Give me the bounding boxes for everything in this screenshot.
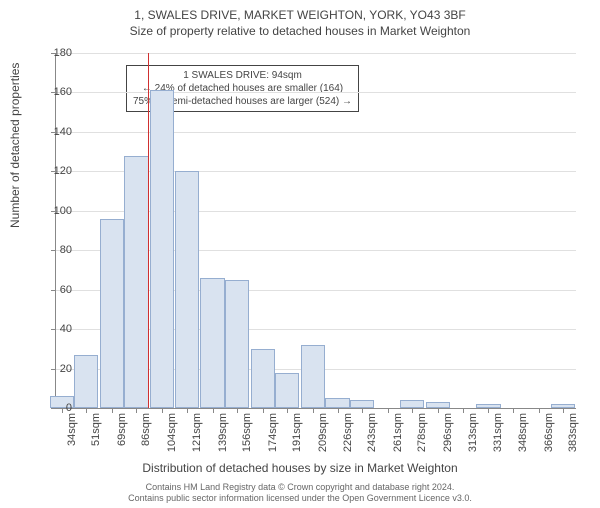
xtick-label: 191sqm — [291, 413, 303, 452]
ytick-label: 0 — [42, 402, 72, 414]
gridline — [56, 53, 576, 54]
xtick-label: 104sqm — [166, 413, 178, 452]
title-main: 1, SWALES DRIVE, MARKET WEIGHTON, YORK, … — [0, 8, 600, 22]
histogram-bar — [100, 219, 124, 408]
gridline — [56, 92, 576, 93]
y-axis-label: Number of detached properties — [8, 63, 22, 228]
xtick-mark — [263, 408, 264, 413]
xtick-label: 209sqm — [317, 413, 329, 452]
xtick-label: 261sqm — [392, 413, 404, 452]
xtick-mark — [563, 408, 564, 413]
ytick-label: 60 — [42, 284, 72, 296]
gridline — [56, 132, 576, 133]
histogram-bar — [325, 398, 349, 408]
histogram-bar — [225, 280, 249, 408]
histogram-bar — [74, 355, 98, 408]
histogram-bar — [275, 373, 299, 409]
xtick-label: 313sqm — [467, 413, 479, 452]
attribution: Contains HM Land Registry data © Crown c… — [0, 482, 600, 504]
xtick-mark — [488, 408, 489, 413]
attribution-line1: Contains HM Land Registry data © Crown c… — [0, 482, 600, 493]
xtick-label: 383sqm — [567, 413, 579, 452]
annotation-line1: 1 SWALES DRIVE: 94sqm — [133, 69, 352, 82]
xtick-label: 174sqm — [267, 413, 279, 452]
histogram-bar — [301, 345, 325, 408]
reference-line — [148, 53, 149, 408]
xtick-mark — [162, 408, 163, 413]
xtick-mark — [338, 408, 339, 413]
xtick-label: 278sqm — [416, 413, 428, 452]
histogram-bar — [200, 278, 224, 408]
xtick-mark — [463, 408, 464, 413]
ytick-label: 100 — [42, 205, 72, 217]
xtick-label: 139sqm — [217, 413, 229, 452]
histogram-bar — [124, 156, 148, 408]
xtick-mark — [86, 408, 87, 413]
xtick-label: 226sqm — [342, 413, 354, 452]
xtick-mark — [513, 408, 514, 413]
xtick-mark — [112, 408, 113, 413]
chart-area: 1 SWALES DRIVE: 94sqm ← 24% of detached … — [55, 53, 576, 409]
histogram-bar — [251, 349, 275, 408]
xtick-mark — [213, 408, 214, 413]
xtick-label: 156sqm — [241, 413, 253, 452]
histogram-bar — [400, 400, 424, 408]
xtick-label: 51sqm — [90, 413, 102, 446]
xtick-label: 366sqm — [543, 413, 555, 452]
title-sub: Size of property relative to detached ho… — [0, 24, 600, 38]
xtick-label: 243sqm — [366, 413, 378, 452]
xtick-mark — [388, 408, 389, 413]
ytick-label: 20 — [42, 363, 72, 375]
histogram-bar — [150, 90, 174, 408]
xtick-mark — [187, 408, 188, 413]
xtick-mark — [362, 408, 363, 413]
ytick-label: 40 — [42, 323, 72, 335]
xtick-label: 121sqm — [191, 413, 203, 452]
xtick-label: 34sqm — [66, 413, 78, 446]
xtick-mark — [438, 408, 439, 413]
xtick-mark — [412, 408, 413, 413]
histogram-bar — [350, 400, 374, 408]
xtick-mark — [136, 408, 137, 413]
ytick-label: 140 — [42, 126, 72, 138]
xtick-label: 348sqm — [517, 413, 529, 452]
x-axis-label: Distribution of detached houses by size … — [0, 461, 600, 475]
attribution-line2: Contains public sector information licen… — [0, 493, 600, 504]
xtick-mark — [313, 408, 314, 413]
xtick-label: 69sqm — [116, 413, 128, 446]
ytick-label: 160 — [42, 86, 72, 98]
xtick-mark — [237, 408, 238, 413]
ytick-label: 80 — [42, 244, 72, 256]
histogram-bar — [175, 171, 199, 408]
xtick-label: 86sqm — [140, 413, 152, 446]
ytick-label: 180 — [42, 47, 72, 59]
ytick-label: 120 — [42, 165, 72, 177]
xtick-mark — [287, 408, 288, 413]
xtick-mark — [539, 408, 540, 413]
xtick-label: 331sqm — [492, 413, 504, 452]
xtick-label: 296sqm — [442, 413, 454, 452]
